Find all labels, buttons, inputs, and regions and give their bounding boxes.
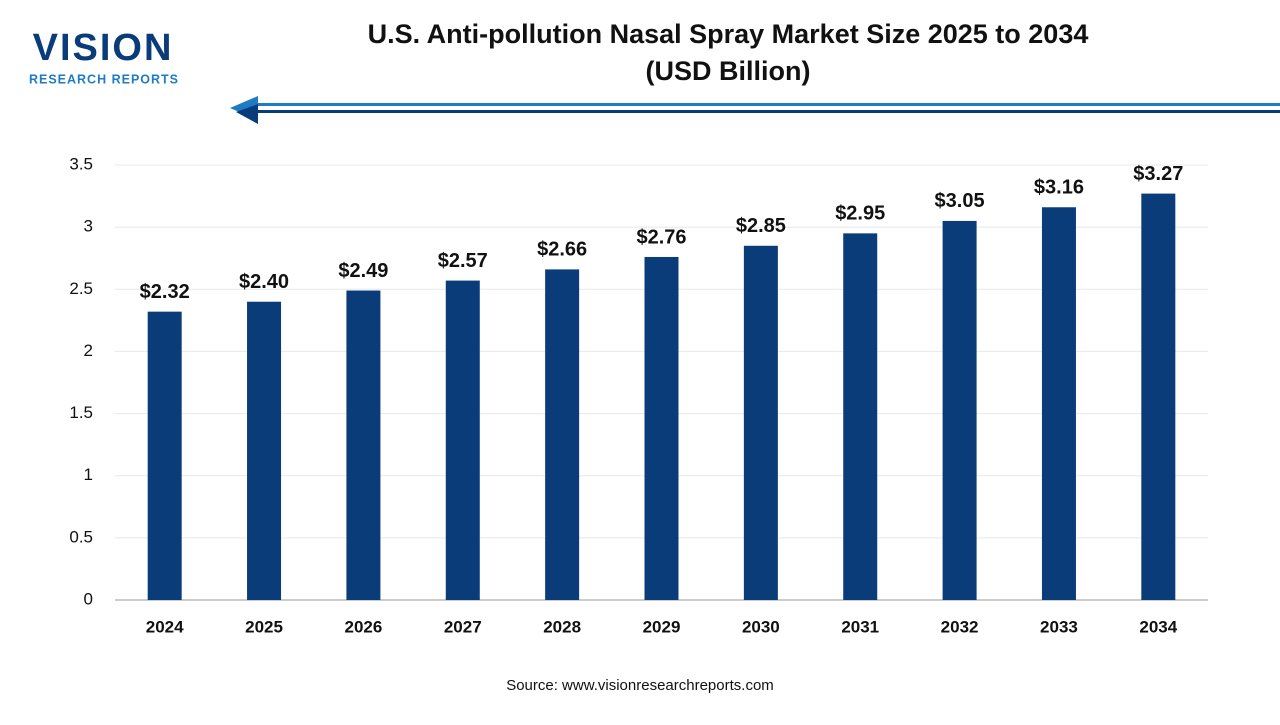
bar <box>1141 193 1176 601</box>
value-label: $2.57 <box>438 250 488 272</box>
bar <box>743 245 778 601</box>
bar <box>1041 207 1076 600</box>
y-tick-label: 2.5 <box>69 279 93 298</box>
x-tick-label: 2029 <box>643 617 681 636</box>
logo-tagline: RESEARCH REPORTS <box>29 72 179 86</box>
value-label: $3.16 <box>1034 177 1084 199</box>
y-tick-label: 0.5 <box>69 527 93 546</box>
bar <box>445 280 480 600</box>
bar <box>247 301 282 600</box>
value-label: $3.27 <box>1133 163 1183 185</box>
value-label: $2.49 <box>338 260 388 282</box>
x-tick-label: 2032 <box>941 617 979 636</box>
x-tick-label: 2033 <box>1040 617 1078 636</box>
bar <box>644 256 679 600</box>
bar <box>147 311 182 600</box>
x-tick-label: 2025 <box>245 617 283 636</box>
logo-name: VISION <box>33 27 174 69</box>
bar <box>545 269 580 600</box>
value-label: $2.66 <box>537 239 587 261</box>
value-label: $2.85 <box>736 215 786 237</box>
x-tick-label: 2027 <box>444 617 482 636</box>
bar <box>346 290 381 600</box>
header-rule <box>250 110 1280 113</box>
header-rule <box>250 103 1280 106</box>
x-tick-label: 2024 <box>146 617 184 636</box>
x-tick-label: 2031 <box>841 617 879 636</box>
value-label: $2.95 <box>835 203 885 225</box>
value-label: $2.32 <box>140 281 190 303</box>
chart-subtitle: (USD Billion) <box>646 56 811 86</box>
chart-title: U.S. Anti-pollution Nasal Spray Market S… <box>368 19 1089 49</box>
y-tick-label: 3.5 <box>69 154 93 173</box>
y-tick-label: 1 <box>84 465 93 484</box>
x-tick-label: 2030 <box>742 617 780 636</box>
y-tick-label: 3 <box>84 217 93 236</box>
y-tick-label: 1.5 <box>69 403 93 422</box>
value-label: $2.40 <box>239 271 289 293</box>
x-tick-label: 2026 <box>344 617 382 636</box>
value-label: $3.05 <box>935 190 985 212</box>
value-label: $2.76 <box>636 226 686 248</box>
x-tick-label: 2034 <box>1139 617 1177 636</box>
y-tick-label: 0 <box>84 589 93 608</box>
source-note: Source: www.visionresearchreports.com <box>506 677 774 694</box>
x-tick-label: 2028 <box>543 617 581 636</box>
bar <box>843 233 878 600</box>
y-tick-label: 2 <box>84 341 93 360</box>
bar <box>942 220 977 600</box>
header-arrow <box>236 104 258 124</box>
